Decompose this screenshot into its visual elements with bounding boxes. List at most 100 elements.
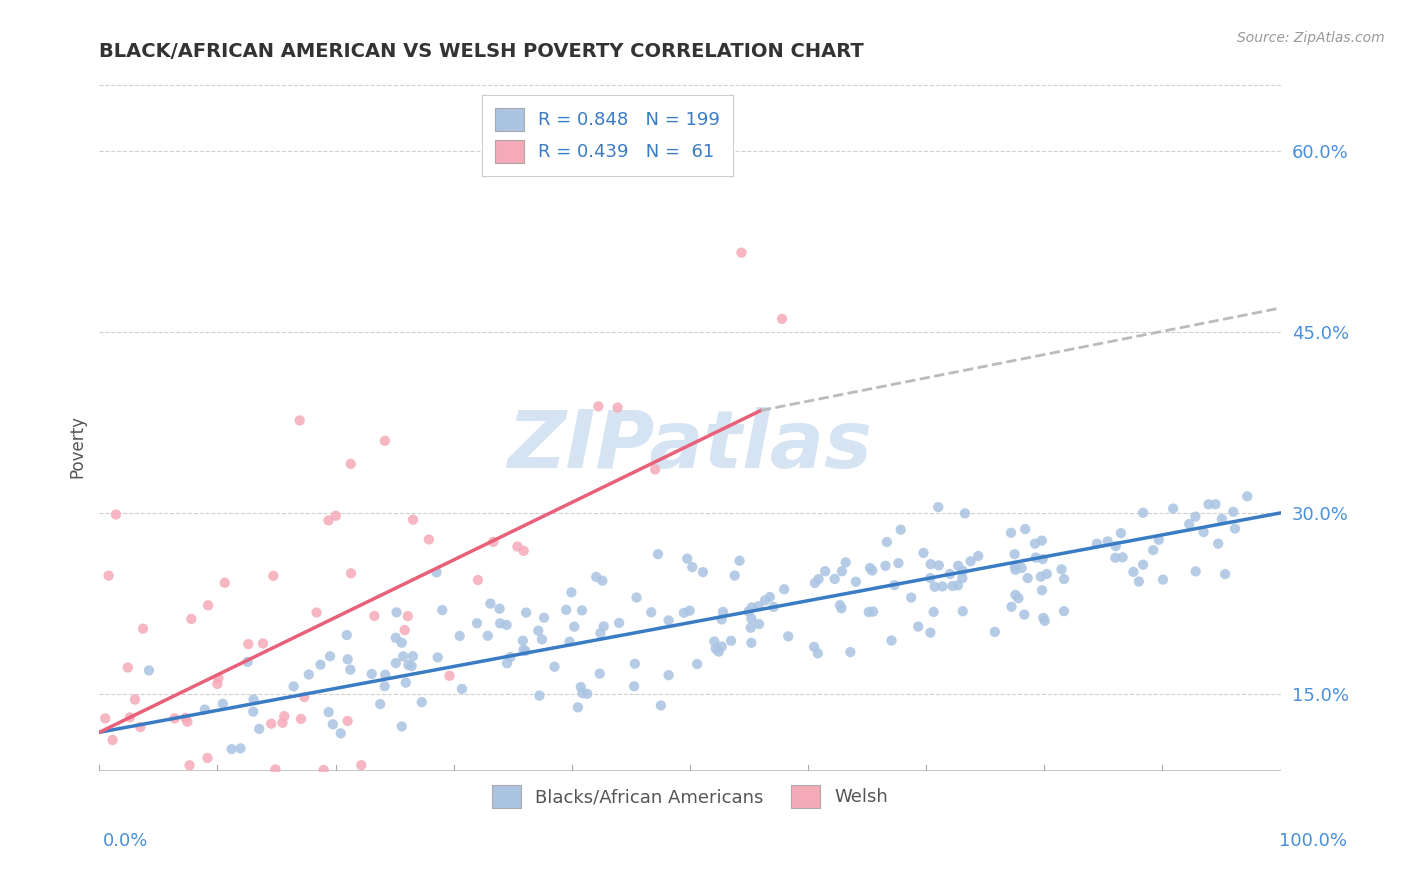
Point <box>495 618 517 632</box>
Point <box>318 513 340 527</box>
Point <box>467 573 489 587</box>
Point <box>1033 614 1056 628</box>
Point <box>724 568 747 582</box>
Text: BLACK/AFRICAN AMERICAN VS WELSH POVERTY CORRELATION CHART: BLACK/AFRICAN AMERICAN VS WELSH POVERTY … <box>100 42 865 61</box>
Point <box>129 720 152 734</box>
Point <box>567 700 589 714</box>
Point <box>339 663 361 677</box>
Point <box>1000 599 1022 614</box>
Point <box>529 689 551 703</box>
Point <box>859 561 882 575</box>
Point <box>589 626 612 640</box>
Point <box>1032 552 1054 566</box>
Point <box>741 600 763 615</box>
Point <box>939 567 962 582</box>
Point <box>163 711 186 725</box>
Point <box>1031 533 1053 548</box>
Point <box>402 649 425 664</box>
Point <box>1050 562 1073 576</box>
Point <box>396 609 419 624</box>
Point <box>953 507 976 521</box>
Point <box>560 585 582 599</box>
Point <box>449 629 471 643</box>
Point <box>325 508 347 523</box>
Point <box>571 603 593 617</box>
Point <box>1192 525 1215 540</box>
Point <box>150 801 173 815</box>
Point <box>402 513 425 527</box>
Point <box>451 681 474 696</box>
Point <box>104 508 127 522</box>
Point <box>179 758 201 772</box>
Point <box>292 690 315 704</box>
Point <box>920 571 942 585</box>
Point <box>1004 563 1026 577</box>
Point <box>374 434 396 448</box>
Point <box>290 712 312 726</box>
Point <box>1223 522 1246 536</box>
Point <box>1213 567 1236 582</box>
Point <box>624 657 647 671</box>
Point <box>1031 583 1053 598</box>
Point <box>512 544 534 558</box>
Point <box>984 624 1007 639</box>
Point <box>740 636 762 650</box>
Point <box>747 599 769 614</box>
Point <box>482 534 505 549</box>
Point <box>322 717 344 731</box>
Point <box>479 597 502 611</box>
Text: 0.0%: 0.0% <box>103 831 148 849</box>
Point <box>363 608 385 623</box>
Point <box>1236 489 1258 503</box>
Point <box>496 657 519 671</box>
Point <box>1025 550 1047 565</box>
Point <box>488 601 510 615</box>
Point <box>678 604 700 618</box>
Point <box>710 640 733 654</box>
Point <box>374 667 396 681</box>
Point <box>1132 558 1154 572</box>
Point <box>623 679 645 693</box>
Point <box>426 650 449 665</box>
Point <box>305 606 328 620</box>
Point <box>1109 526 1132 541</box>
Point <box>759 590 782 604</box>
Point <box>692 565 714 579</box>
Point <box>121 801 143 815</box>
Point <box>350 758 373 772</box>
Point <box>589 666 612 681</box>
Point <box>770 311 793 326</box>
Point <box>94 801 117 815</box>
Point <box>950 571 973 585</box>
Point <box>1032 611 1054 625</box>
Point <box>1014 522 1036 536</box>
Point <box>650 698 672 713</box>
Point <box>1085 537 1108 551</box>
Point <box>946 578 969 592</box>
Point <box>558 634 581 648</box>
Text: Source: ZipAtlas.com: Source: ZipAtlas.com <box>1237 31 1385 45</box>
Point <box>672 606 695 620</box>
Point <box>948 558 970 573</box>
Point <box>221 742 243 756</box>
Point <box>207 677 229 691</box>
Point <box>465 616 488 631</box>
Point <box>138 664 160 678</box>
Point <box>288 413 311 427</box>
Point <box>588 400 610 414</box>
Point <box>194 702 217 716</box>
Point <box>1204 497 1226 511</box>
Point <box>1142 543 1164 558</box>
Point <box>927 500 949 514</box>
Point <box>920 625 942 640</box>
Point <box>1184 509 1206 524</box>
Point <box>585 570 607 584</box>
Point <box>740 611 762 625</box>
Point <box>1122 565 1144 579</box>
Point <box>425 566 447 580</box>
Point <box>830 601 852 615</box>
Point <box>807 646 830 660</box>
Point <box>1053 572 1076 586</box>
Point <box>1184 565 1206 579</box>
Point <box>804 576 827 591</box>
